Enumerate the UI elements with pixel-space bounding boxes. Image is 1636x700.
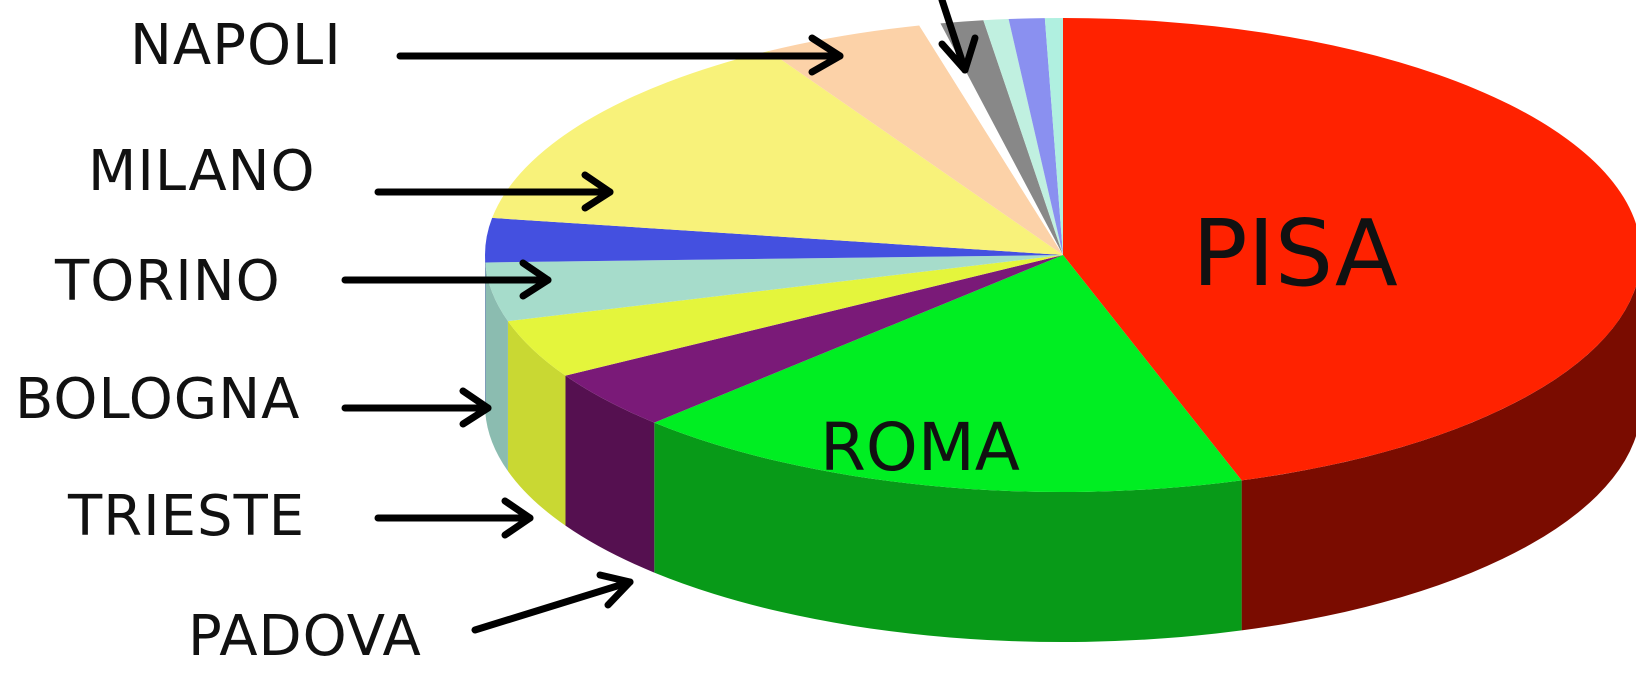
pie-slice-milano [492, 51, 1063, 256]
pie-slice-side-trieste [507, 321, 566, 526]
pie-slice-small-12 [1044, 18, 1063, 255]
slice-label-roma: ROMA [820, 409, 1020, 486]
pie-slice-trieste [507, 255, 1063, 376]
pie-slice-side-roma [654, 422, 1242, 643]
pie-inner-labels: PISA ROMA [820, 200, 1398, 486]
pie-slice-napoli [768, 25, 1063, 256]
pie-slice-small-11 [1008, 18, 1063, 256]
callout-arrowhead-bologna [459, 387, 492, 428]
callout-arrowhead-padova [596, 571, 634, 609]
pie-side-layer [485, 255, 1636, 643]
pie-slice-pisa [1063, 18, 1636, 481]
callout-arrow-small-slice [938, 0, 969, 74]
pie-slice-side-pisa [1241, 285, 1636, 631]
callout-label-bologna: BOLOGNA [15, 367, 300, 432]
pie-slice-side-bologna [485, 262, 508, 472]
callout-arrowhead-small-slice [938, 34, 979, 74]
slice-label-pisa: PISA [1192, 200, 1398, 307]
callout-arrowhead-napoli [808, 34, 844, 76]
pie-slice-small-8 [919, 23, 1063, 256]
pie-slice-small-9 [940, 20, 1063, 255]
callout-arrowhead-torino [519, 259, 552, 300]
pie-slice-side-padova [565, 375, 655, 573]
pie-slice-bologna [485, 255, 1063, 322]
pie-slice-torino [485, 217, 1064, 263]
callout-arrowhead-milano [581, 171, 614, 212]
callout-label-torino: TORINO [54, 249, 281, 314]
callout-label-padova: PADOVA [188, 604, 422, 669]
callout-arrowhead-trieste [501, 497, 534, 539]
pie-slice-small-10 [983, 19, 1063, 255]
pie-top-layer [485, 18, 1636, 492]
callout-arrow-padova [471, 578, 634, 634]
callout-arrows [341, 0, 979, 634]
callout-label-milano: MILANO [88, 139, 316, 204]
callout-label-trieste: TRIESTE [67, 484, 305, 549]
pie-slice-padova [565, 255, 1063, 423]
callout-label-napoli: NAPOLI [130, 13, 342, 78]
callout-labels: NAPOLI MILANO TORINO BOLOGNA TRIESTE PADOVA [15, 13, 422, 669]
pie-slice-roma [654, 255, 1242, 492]
